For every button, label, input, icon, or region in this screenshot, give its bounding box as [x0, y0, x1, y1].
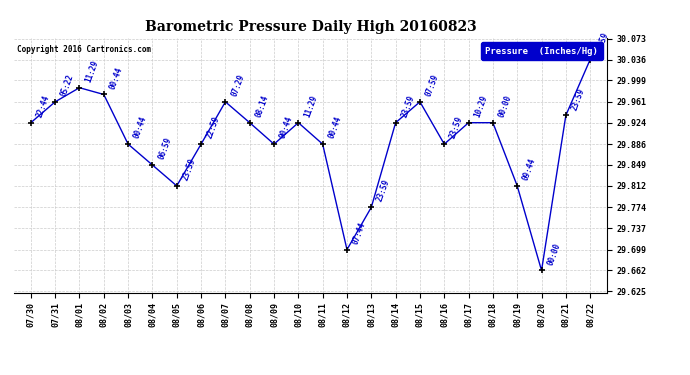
- Text: Copyright 2016 Cartronics.com: Copyright 2016 Cartronics.com: [17, 45, 151, 54]
- Text: 11:29: 11:29: [302, 94, 319, 118]
- Text: 22:59: 22:59: [205, 115, 221, 140]
- Text: 00:44: 00:44: [108, 66, 124, 90]
- Text: 10:29: 10:29: [473, 94, 489, 118]
- Text: 00:44: 00:44: [132, 115, 148, 140]
- Text: 06:59: 06:59: [157, 136, 173, 161]
- Text: 07:44: 07:44: [351, 220, 368, 246]
- Text: 07:29: 07:29: [230, 73, 246, 98]
- Text: 23:59: 23:59: [181, 157, 197, 182]
- Text: 22:44: 22:44: [35, 94, 51, 118]
- Text: 08:14: 08:14: [254, 94, 270, 118]
- Text: 09:59: 09:59: [594, 30, 611, 56]
- Text: 23:59: 23:59: [570, 86, 586, 111]
- Text: 00:00: 00:00: [546, 242, 562, 266]
- Text: 09:44: 09:44: [522, 157, 538, 182]
- Legend: Pressure  (Inches/Hg): Pressure (Inches/Hg): [481, 42, 602, 60]
- Text: 00:00: 00:00: [497, 94, 513, 118]
- Text: 00:44: 00:44: [327, 115, 343, 140]
- Text: 05:22: 05:22: [59, 73, 76, 98]
- Text: 07:59: 07:59: [424, 73, 440, 98]
- Text: 23:59: 23:59: [375, 178, 392, 203]
- Text: 11:29: 11:29: [83, 59, 100, 84]
- Text: 23:59: 23:59: [400, 94, 416, 118]
- Title: Barometric Pressure Daily High 20160823: Barometric Pressure Daily High 20160823: [145, 20, 476, 33]
- Text: 23:59: 23:59: [448, 115, 465, 140]
- Text: 00:44: 00:44: [278, 115, 295, 140]
